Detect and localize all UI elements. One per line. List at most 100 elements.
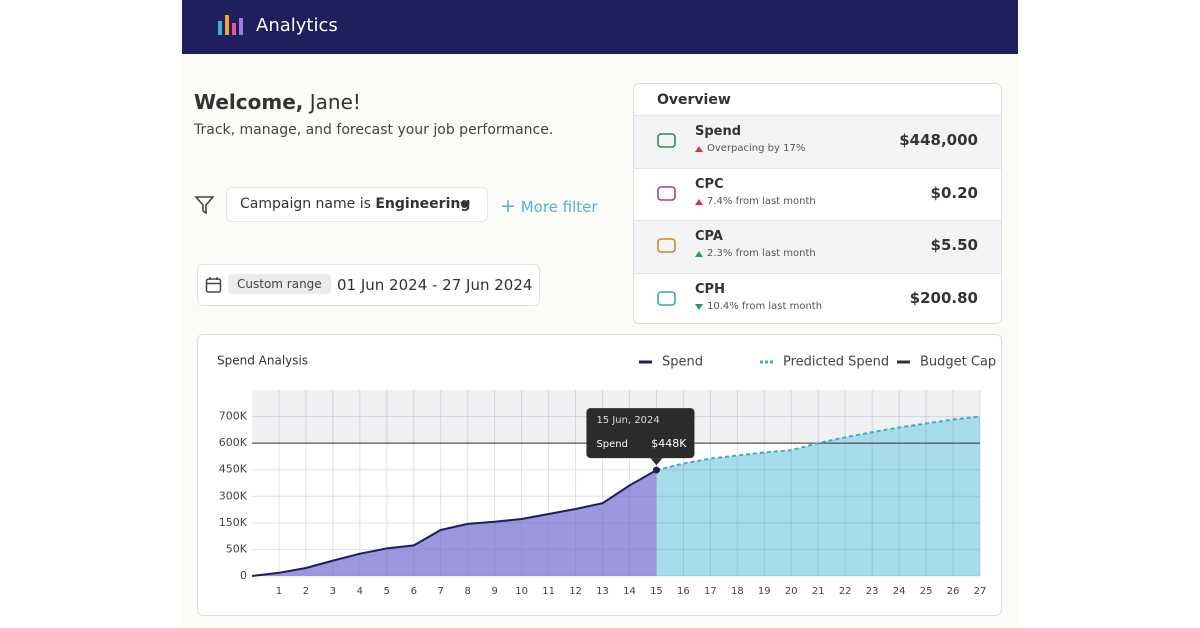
x-tick-label: 24: [893, 586, 906, 597]
metric-value: $0.20: [930, 183, 978, 202]
series-line: [251, 469, 657, 577]
icon-shape: [657, 133, 676, 148]
x-tick-label: 22: [839, 586, 852, 597]
more-filter-text: More filter: [520, 198, 598, 216]
metric-note: 7.4% from last month: [707, 195, 816, 207]
trend-arrow: [695, 251, 703, 257]
x-tick-label: 23: [866, 586, 879, 597]
tooltip-name: Spend: [596, 439, 628, 450]
x-tick-label: 11: [542, 586, 555, 597]
trend-arrow: [695, 146, 703, 152]
overview-row: CPC 7.4% from last month $0.20: [634, 167, 1001, 221]
legend-label: Budget Cap: [920, 355, 996, 370]
tooltip-pointer: [650, 458, 663, 466]
filter-chip[interactable]: Campaign name is Engineering: [226, 187, 488, 222]
metric-label: CPH: [695, 281, 725, 297]
x-tick-label: 3: [330, 586, 336, 597]
y-tick-label: 600K: [219, 436, 248, 449]
x-tick-label: 1: [276, 586, 282, 597]
calendar-icon: [205, 277, 222, 293]
x-tick-label: 6: [411, 586, 417, 597]
overview-title: Overview: [657, 92, 731, 108]
icon-shape: [657, 290, 676, 306]
x-tick-label: 5: [384, 586, 390, 597]
tooltip-date: 15 Jun, 2024: [596, 415, 659, 426]
x-tick-label: 4: [357, 586, 363, 597]
app-title: Analytics: [256, 15, 338, 36]
metric-label: Spend: [695, 124, 742, 139]
logo: [218, 15, 243, 35]
welcome: Welcome, Jane!: [194, 90, 361, 114]
chart: Spend Analysis 0 50K 150K 300K 450K 600K 700K 1…: [217, 354, 996, 598]
x-tick-label: 19: [758, 586, 771, 597]
icon-shape: [657, 238, 676, 253]
filter-value: Engineering: [375, 196, 471, 212]
trend-arrow: [695, 303, 703, 310]
subtitle: Track, manage, and forecast your job per…: [194, 122, 554, 138]
trend-shape: [695, 146, 703, 152]
x-tick-label: 15: [650, 586, 663, 597]
legend-label: Spend: [662, 355, 703, 370]
y-tick-label: 700K: [219, 410, 248, 423]
filter-icon: [194, 196, 215, 215]
greeting: Welcome,: [194, 90, 304, 114]
metric-icon: [657, 238, 676, 253]
metric-icon: [657, 133, 676, 148]
x-tick-label: 8: [465, 586, 471, 597]
x-tick-label: 18: [731, 586, 744, 597]
metric-value: $200.80: [909, 288, 978, 307]
overview-card: Overview Spend Overpacing by 17% $448,000 C…: [633, 83, 1002, 324]
x-tick-label: 12: [569, 586, 582, 597]
more-filter[interactable]: + More filter: [500, 195, 598, 217]
legend-label: Predicted Spend: [783, 355, 889, 370]
range-chip: Custom range: [228, 274, 331, 294]
x-tick-label: 16: [677, 586, 690, 597]
metric-icon: [657, 185, 676, 201]
x-tick-label: 14: [623, 586, 636, 597]
chart-title: Spend Analysis: [217, 354, 308, 368]
x-tick-label: 26: [947, 586, 960, 597]
metric-icon: [657, 290, 676, 306]
date-picker[interactable]: Custom range 01 Jun 2024 - 27 Jun 2024: [197, 264, 540, 306]
y-tick-label: 0: [240, 569, 247, 582]
user-name: Jane!: [309, 90, 361, 114]
metric-note: Overpacing by 17%: [707, 143, 806, 154]
x-tick-label: 27: [974, 586, 987, 597]
x-tick-label: 7: [438, 586, 444, 597]
metric-label: CPA: [695, 229, 723, 244]
y-tick-label: 300K: [219, 489, 248, 502]
trend-arrow: [695, 198, 703, 205]
trend-shape: [695, 198, 703, 205]
x-tick-label: 2: [303, 586, 309, 597]
x-tick-label: 25: [920, 586, 933, 597]
x-tick-label: 10: [515, 586, 528, 597]
series-area: [656, 416, 980, 576]
metric-value: $5.50: [930, 236, 978, 254]
x-tick-label: 13: [596, 586, 609, 597]
metric-note: 10.4% from last month: [707, 300, 823, 312]
metric-note: 2.3% from last month: [707, 248, 816, 259]
data-point: [652, 466, 660, 474]
overview-row: Spend Overpacing by 17% $448,000: [634, 115, 1001, 168]
y-tick-label: 50K: [226, 542, 248, 555]
x-tick-label: 9: [491, 586, 497, 597]
y-tick-label: 450K: [219, 463, 248, 476]
overview-row: CPA 2.3% from last month $5.50: [634, 220, 1001, 273]
metric-value: $448,000: [899, 131, 978, 149]
date-range: 01 Jun 2024 - 27 Jun 2024: [337, 276, 533, 294]
trend-shape: [695, 303, 703, 310]
filter-prefix: Campaign name is: [240, 196, 371, 212]
tooltip-box: [586, 408, 695, 459]
x-tick-label: 17: [704, 586, 717, 597]
x-tick-label: 20: [785, 586, 798, 597]
tooltip-value: $448K: [651, 437, 687, 450]
trend-shape: [695, 251, 703, 257]
overview-row: CPH 10.4% from last month $200.80: [634, 272, 1001, 323]
dropdown-caret: [460, 202, 470, 208]
metric-label: CPC: [695, 176, 724, 192]
filter-text: Campaign name is Engineering: [240, 196, 470, 212]
header: Analytics: [182, 0, 1018, 54]
x-tick-label: 21: [812, 586, 825, 597]
y-tick-label: 150K: [219, 516, 248, 529]
